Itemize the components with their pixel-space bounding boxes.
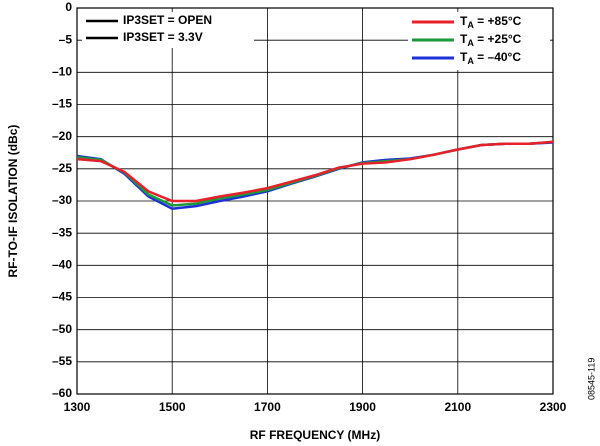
y-tick-label: –60 (52, 386, 72, 400)
y-tick-label: –40 (52, 258, 72, 272)
x-tick-label: 2100 (444, 400, 471, 414)
y-tick-label: –15 (52, 97, 72, 111)
y-axis-label: RF-TO-IF ISOLATION (dBc) (6, 125, 20, 278)
legend-label: TA = +25°C (460, 32, 522, 48)
x-tick-label: 1900 (349, 400, 376, 414)
data-line (76, 140, 554, 203)
y-tick-label: 0 (65, 0, 72, 14)
legend-label: TA = –40°C (460, 50, 521, 66)
legend-box (82, 12, 254, 48)
x-axis-label: RF FREQUENCY (MHz) (250, 428, 380, 442)
y-tick-label: –25 (52, 161, 72, 175)
y-tick-label: –35 (52, 225, 72, 239)
y-tick-label: –20 (52, 129, 72, 143)
y-tick-label: –50 (52, 322, 72, 336)
y-tick-label: –55 (52, 354, 72, 368)
x-tick-label: 1500 (159, 400, 186, 414)
y-tick-label: –45 (52, 290, 72, 304)
figure-code: 08545-119 (586, 358, 596, 400)
legend-label: IP3SET = 3.3V (123, 30, 203, 44)
legend-label: TA = +85°C (460, 14, 522, 30)
y-tick-label: –5 (59, 32, 73, 46)
y-tick-label: –10 (52, 65, 72, 79)
x-tick-label: 1300 (64, 400, 91, 414)
x-tick-label: 2300 (540, 400, 567, 414)
plot-frame (76, 7, 554, 395)
y-tick-label: –30 (52, 193, 72, 207)
legend-label: IP3SET = OPEN (123, 13, 212, 27)
x-tick-label: 1700 (254, 400, 281, 414)
